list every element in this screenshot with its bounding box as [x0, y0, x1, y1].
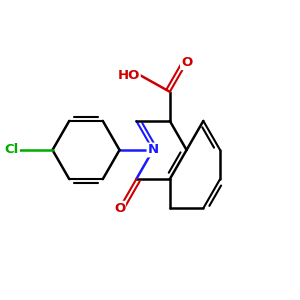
Text: HO: HO — [117, 68, 140, 82]
Text: O: O — [114, 202, 125, 215]
Text: N: N — [148, 143, 159, 157]
Text: O: O — [181, 56, 192, 69]
Text: Cl: Cl — [5, 143, 19, 157]
